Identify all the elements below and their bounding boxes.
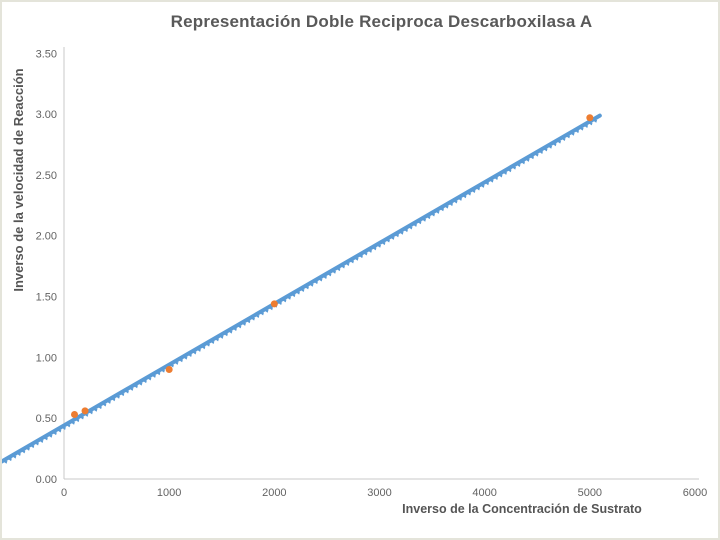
chart-title: Representación Doble Reciproca Descarbox… <box>170 12 593 31</box>
y-tick-label: 2.00 <box>36 231 57 243</box>
data-point <box>270 300 278 308</box>
x-tick-label: 2000 <box>262 487 286 499</box>
trendline-markers <box>2 120 598 464</box>
x-tick-label: 1000 <box>157 487 181 499</box>
data-point <box>586 114 594 122</box>
x-axis-title: Inverso de la Concentración de Sustrato <box>402 502 642 516</box>
data-point <box>81 407 89 415</box>
y-tick-label: 3.00 <box>36 109 57 121</box>
y-tick-label: 3.50 <box>36 48 57 60</box>
data-point <box>165 366 173 374</box>
data-point <box>71 411 79 419</box>
x-tick-label: 6000 <box>683 487 707 499</box>
x-tick-label: 5000 <box>578 487 602 499</box>
y-tick-label: 1.00 <box>36 352 57 364</box>
x-tick-label: 4000 <box>472 487 496 499</box>
x-tick-label: 0 <box>61 487 67 499</box>
x-tick-label: 3000 <box>367 487 391 499</box>
y-tick-label: 2.50 <box>36 170 57 182</box>
y-tick-label: 0.50 <box>36 413 57 425</box>
y-tick-label: 0.00 <box>36 474 57 486</box>
trendline <box>2 113 602 464</box>
y-tick-label: 1.50 <box>36 292 57 304</box>
